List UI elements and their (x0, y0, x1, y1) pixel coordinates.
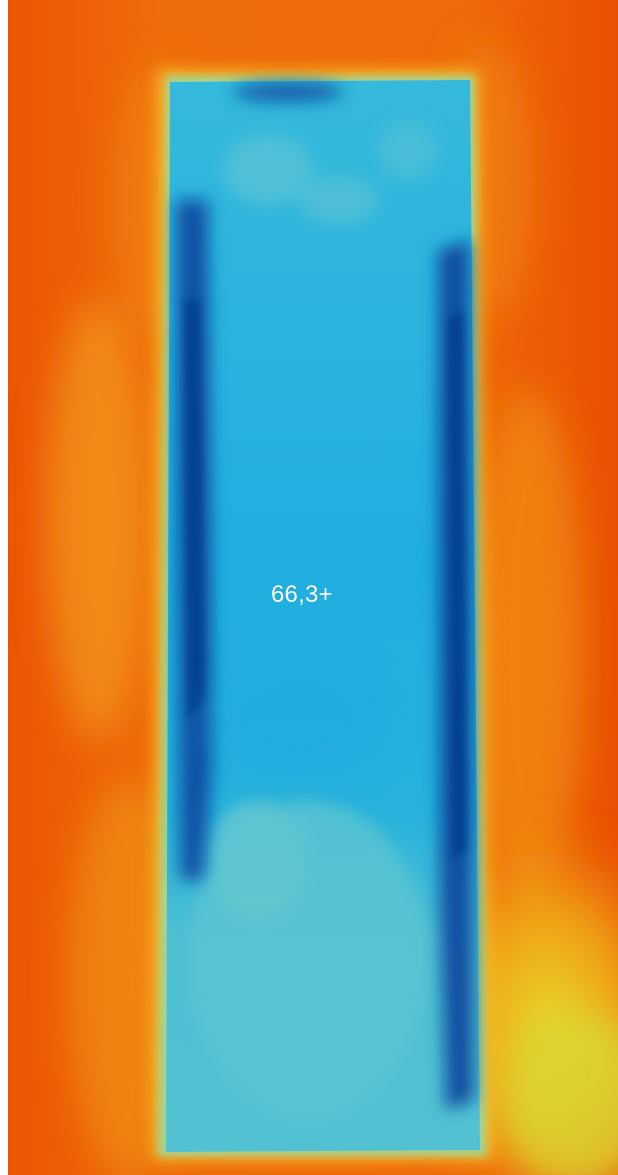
temperature-readout: 66,3+ (271, 581, 333, 608)
thermal-image (8, 0, 618, 1175)
